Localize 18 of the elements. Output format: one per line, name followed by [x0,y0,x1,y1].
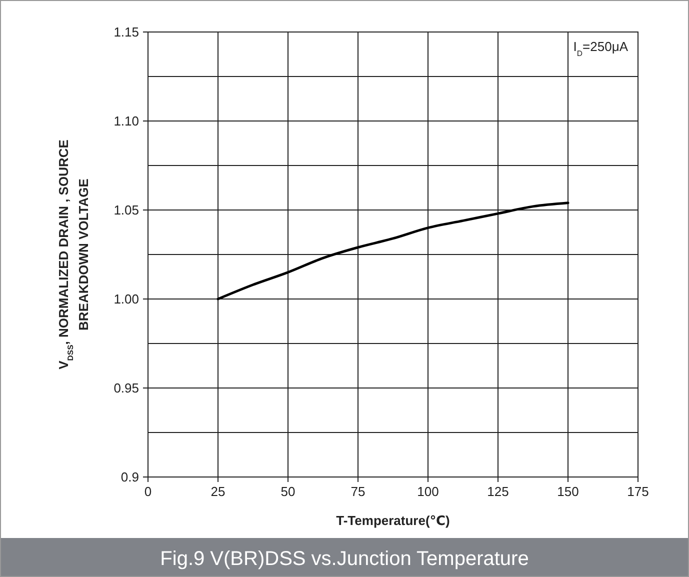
x-tick-label: 25 [210,484,226,499]
x-tick-label: 0 [144,484,152,499]
text: Fig.9 V(BR)DSS vs.Junction Temperature [160,548,529,570]
x-tick-label: 175 [627,484,649,499]
y-tick-label: 1.15 [114,24,139,40]
line-series [216,202,570,300]
annotation: I$_{D}$=250μA [573,39,628,58]
y-tick-label: 1.00 [114,292,139,306]
y-tick-label: 1.05 [114,202,139,218]
x-tick-label: 150 [557,484,579,499]
x-tick-label: 50 [280,484,296,499]
y-tick-label: 0.95 [114,380,139,396]
x-tick-label: 125 [487,484,509,499]
x-axis-title: T-Temperature(℃) [336,513,450,528]
x-tick-label: 100 [417,484,439,499]
y-tick-label: 0.9 [120,470,139,484]
x-tick-label: 75 [350,484,366,499]
y-tick-label: 1.10 [114,114,139,128]
